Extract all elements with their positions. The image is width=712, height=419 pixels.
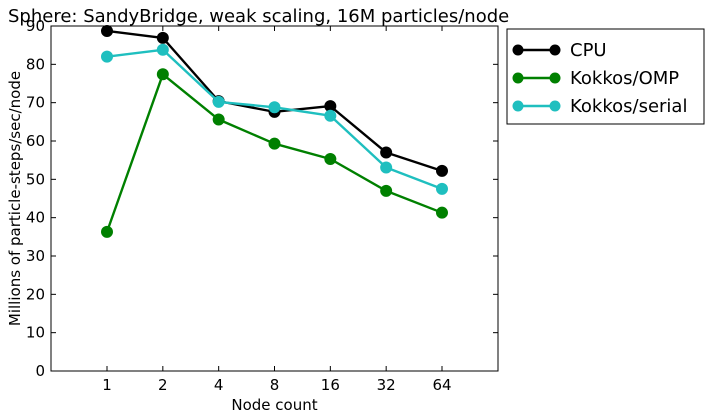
data-point [101, 24, 113, 37]
x-axis-label: Node count [231, 396, 317, 414]
y-tick-label: 80 [26, 55, 45, 73]
x-axis: 1 2 4 8 16 32 64 [102, 26, 452, 394]
data-point [101, 50, 113, 63]
data-point [436, 164, 448, 177]
y-tick-label: 10 [26, 324, 45, 342]
data-point [380, 146, 393, 159]
legend-marker [512, 44, 524, 56]
x-tick-label: 1 [102, 376, 112, 394]
legend-box [506, 28, 705, 125]
y-tick-label: 30 [26, 247, 45, 265]
y-axis: 0 10 20 30 40 50 60 70 80 90 [26, 17, 498, 380]
chart-title: Sphere: SandyBridge, weak scaling, 16M p… [8, 6, 509, 27]
y-tick-label: 50 [26, 170, 45, 188]
x-tick-label: 32 [377, 376, 396, 394]
legend-item: Kokkos/OMP [512, 68, 679, 89]
legend-marker [549, 100, 561, 112]
y-tick-label: 40 [26, 209, 45, 227]
series-kokkos-serial [101, 43, 448, 195]
legend-marker [549, 44, 561, 56]
legend-label: CPU [570, 40, 607, 61]
y-tick-label: 90 [26, 17, 45, 35]
legend-item: CPU [512, 40, 607, 61]
data-point [101, 225, 113, 238]
data-point [156, 43, 169, 56]
data-point [436, 206, 448, 219]
series-layer [101, 24, 448, 238]
data-point [324, 153, 337, 166]
data-point [436, 182, 448, 195]
data-point [268, 137, 281, 150]
data-point [156, 68, 169, 81]
data-point [380, 161, 393, 174]
data-point [212, 113, 225, 126]
y-tick-label: 0 [35, 362, 45, 380]
y-tick-label: 20 [26, 285, 45, 303]
y-tick-label: 60 [26, 132, 45, 150]
data-point [380, 184, 393, 197]
x-tick-label: 4 [214, 376, 224, 394]
data-point [324, 109, 337, 122]
legend-label: Kokkos/OMP [570, 68, 679, 89]
x-tick-label: 16 [321, 376, 340, 394]
data-point [268, 101, 281, 114]
x-tick-label: 64 [432, 376, 451, 394]
legend-items: CPU Kokkos/OMP Kokkos/serial [512, 40, 687, 117]
legend-marker [512, 72, 524, 84]
legend-marker [549, 72, 561, 84]
y-axis-label: Millions of particle-steps/sec/node [6, 71, 24, 326]
y-tick-label: 70 [26, 94, 45, 112]
legend-marker [512, 100, 524, 112]
x-tick-label: 2 [158, 376, 168, 394]
data-point [156, 31, 169, 44]
data-point [212, 95, 225, 108]
x-tick-label: 8 [270, 376, 280, 394]
series-kokkos-omp [101, 68, 448, 238]
legend-item: Kokkos/serial [512, 96, 687, 117]
legend: CPU Kokkos/OMP Kokkos/serial [506, 28, 705, 125]
plot-area [50, 25, 499, 372]
legend-label: Kokkos/serial [570, 96, 687, 117]
